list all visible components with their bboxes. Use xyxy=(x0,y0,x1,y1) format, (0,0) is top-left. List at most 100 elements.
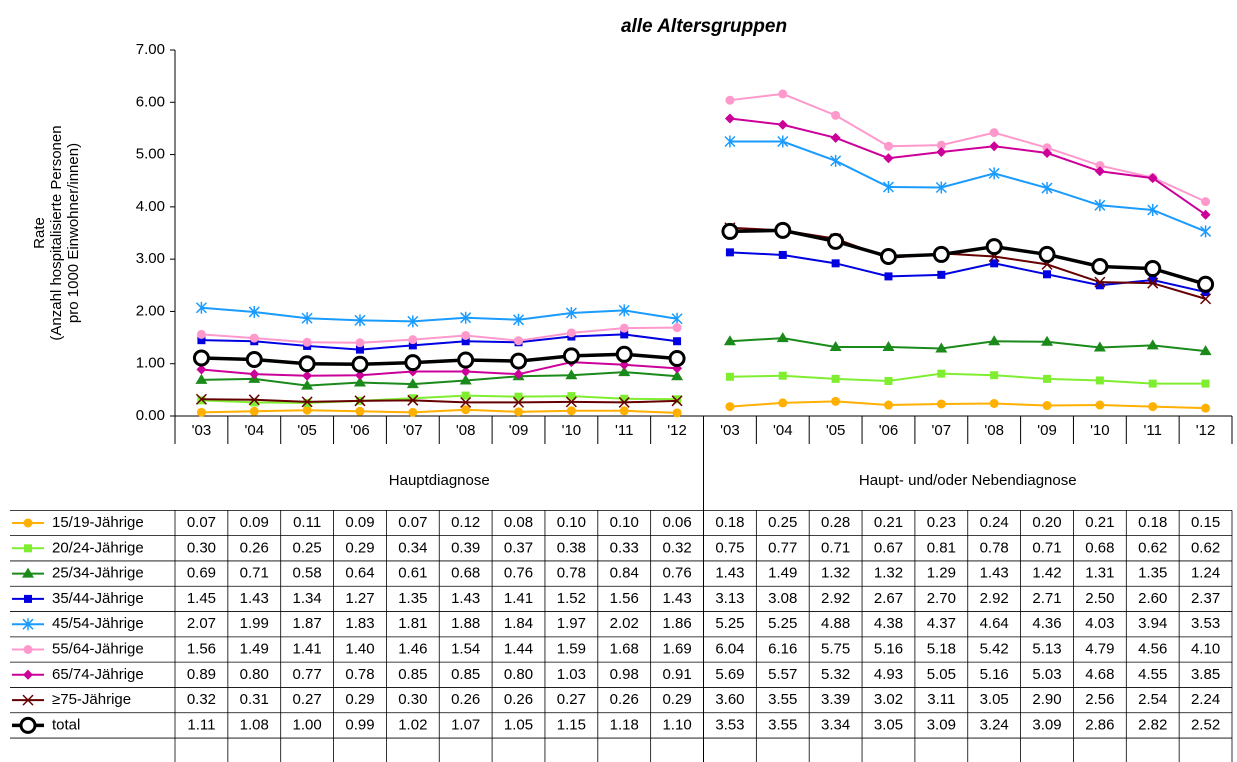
marker xyxy=(514,336,524,346)
marker xyxy=(566,406,576,416)
marker xyxy=(562,347,580,365)
table-value: 3.55 xyxy=(768,716,797,733)
x-tick-label: '12 xyxy=(667,422,687,439)
table-value: 0.21 xyxy=(874,514,903,531)
table-value: 2.90 xyxy=(1032,691,1061,708)
marker xyxy=(460,396,472,408)
table-value: 5.16 xyxy=(980,666,1009,683)
table-value: 0.68 xyxy=(451,565,480,582)
table-value: 6.16 xyxy=(768,640,797,657)
table-value: 1.56 xyxy=(610,590,639,607)
table-value: 1.87 xyxy=(293,615,322,632)
series-line xyxy=(201,352,678,366)
table-value: 4.88 xyxy=(821,615,850,632)
table-value: 1.99 xyxy=(240,615,269,632)
legend-label: ≥75-Jährige xyxy=(52,691,131,708)
table-value: 0.34 xyxy=(398,539,427,556)
marker xyxy=(936,146,947,157)
table-value: 0.27 xyxy=(293,691,322,708)
marker xyxy=(671,395,683,407)
marker xyxy=(990,371,999,380)
marker xyxy=(249,369,260,380)
marker xyxy=(1144,260,1162,278)
table-value: 1.07 xyxy=(451,716,480,733)
marker xyxy=(513,369,524,380)
marker xyxy=(1148,379,1157,388)
table-value: 1.43 xyxy=(662,590,691,607)
marker xyxy=(1042,143,1052,153)
legend-label: 25/34-Jährige xyxy=(52,565,144,582)
marker xyxy=(831,110,841,120)
marker xyxy=(355,338,365,348)
x-tick-label: '03 xyxy=(192,422,212,439)
marker xyxy=(777,119,788,130)
series-line xyxy=(729,92,1206,203)
marker xyxy=(407,315,419,328)
marker xyxy=(985,238,1003,256)
legend-marker xyxy=(19,716,37,734)
legend-label: 15/19-Jährige xyxy=(52,514,144,531)
marker xyxy=(620,394,629,403)
legend-marker xyxy=(24,594,32,603)
marker xyxy=(351,355,369,373)
marker xyxy=(197,336,206,345)
marker xyxy=(354,370,365,381)
table-value: 2.82 xyxy=(1138,716,1167,733)
marker xyxy=(827,232,845,250)
table-value: 1.35 xyxy=(398,590,427,607)
marker xyxy=(778,250,787,259)
table-value: 2.02 xyxy=(610,615,639,632)
x-tick-label: '03 xyxy=(720,422,740,439)
legend-marker xyxy=(22,567,34,578)
marker xyxy=(723,335,736,346)
table-value: 0.11 xyxy=(293,514,321,531)
marker xyxy=(778,89,788,99)
y-tick-label: 3.00 xyxy=(136,250,165,267)
x-tick-label: '11 xyxy=(615,422,633,439)
table-value: 0.67 xyxy=(874,539,903,556)
marker xyxy=(937,369,946,378)
marker xyxy=(725,372,734,381)
table-value: 0.76 xyxy=(504,565,533,582)
table-value: 0.85 xyxy=(398,666,427,683)
table-value: 2.54 xyxy=(1138,691,1167,708)
table-value: 1.86 xyxy=(662,615,691,632)
marker xyxy=(989,128,999,138)
table-value: 1.03 xyxy=(557,666,586,683)
marker xyxy=(298,355,316,373)
legend-label: 20/24-Jährige xyxy=(52,539,144,556)
table-value: 0.78 xyxy=(345,666,374,683)
x-tick-label: '04 xyxy=(773,422,793,439)
table-value: 4.03 xyxy=(1085,615,1114,632)
table-value: 1.88 xyxy=(451,615,480,632)
table-value: 1.31 xyxy=(1085,565,1114,582)
table-value: 1.15 xyxy=(557,716,586,733)
series-line xyxy=(201,371,678,387)
table-value: 0.06 xyxy=(662,514,691,531)
marker xyxy=(1094,199,1106,212)
table-value: 0.20 xyxy=(1032,514,1061,531)
marker xyxy=(353,376,366,387)
table-value: 3.53 xyxy=(1191,615,1220,632)
marker xyxy=(195,393,207,405)
marker xyxy=(1041,182,1053,195)
x-tick-label: '09 xyxy=(509,422,529,439)
table-value: 0.91 xyxy=(662,666,691,683)
marker xyxy=(725,248,734,257)
table-value: 0.80 xyxy=(504,666,533,683)
table-value: 0.30 xyxy=(398,691,427,708)
table-value: 1.43 xyxy=(980,565,1009,582)
table-value: 1.68 xyxy=(610,640,639,657)
table-value: 3.55 xyxy=(768,691,797,708)
table-value: 0.31 xyxy=(240,691,269,708)
table-value: 1.00 xyxy=(293,716,322,733)
series-line xyxy=(201,398,678,404)
table-value: 1.54 xyxy=(451,640,480,657)
table-value: 0.07 xyxy=(398,514,427,531)
table-value: 1.41 xyxy=(293,640,322,657)
x-tick-label: '10 xyxy=(562,422,582,439)
marker xyxy=(460,311,472,324)
marker xyxy=(937,270,946,279)
table-value: 3.09 xyxy=(1032,716,1061,733)
table-value: 3.34 xyxy=(821,716,850,733)
